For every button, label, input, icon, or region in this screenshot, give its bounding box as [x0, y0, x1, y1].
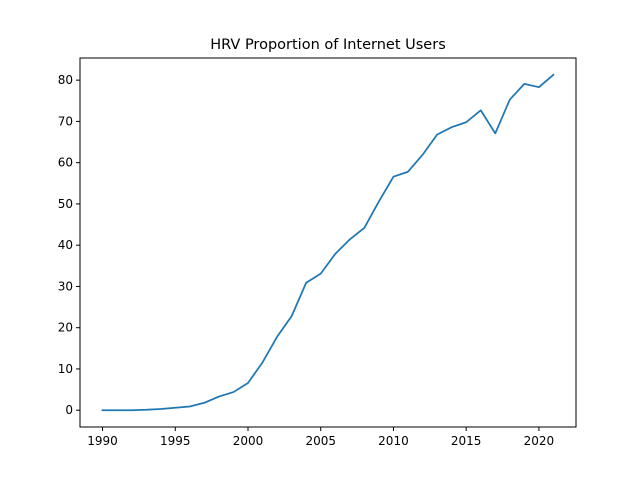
- y-tick-label: 30: [58, 279, 73, 293]
- y-tick-label: 70: [58, 114, 73, 128]
- x-tick-label: 2015: [451, 434, 482, 448]
- plot-area: 1990 1995 2000 2005 2010 2015 2020 0 10 20 30 40 50 6…: [58, 73, 554, 448]
- x-tick-label: 1990: [87, 434, 118, 448]
- x-tick-label: 2010: [378, 434, 409, 448]
- y-tick-label: 10: [58, 362, 73, 376]
- x-tick-label: 2020: [524, 434, 555, 448]
- x-tick-label: 1995: [160, 434, 191, 448]
- series-line: [103, 75, 554, 410]
- x-tick-label: 2005: [305, 434, 336, 448]
- chart-title: HRV Proportion of Internet Users: [210, 37, 446, 53]
- y-tick-label: 60: [58, 156, 73, 170]
- y-tick-label: 50: [58, 197, 73, 211]
- y-tick-label: 20: [58, 321, 73, 335]
- x-tick-label: 2000: [233, 434, 264, 448]
- y-tick-label: 0: [65, 403, 73, 417]
- axes-frame: [80, 58, 576, 427]
- y-tick-label: 80: [58, 73, 73, 87]
- y-tick-label: 40: [58, 238, 73, 252]
